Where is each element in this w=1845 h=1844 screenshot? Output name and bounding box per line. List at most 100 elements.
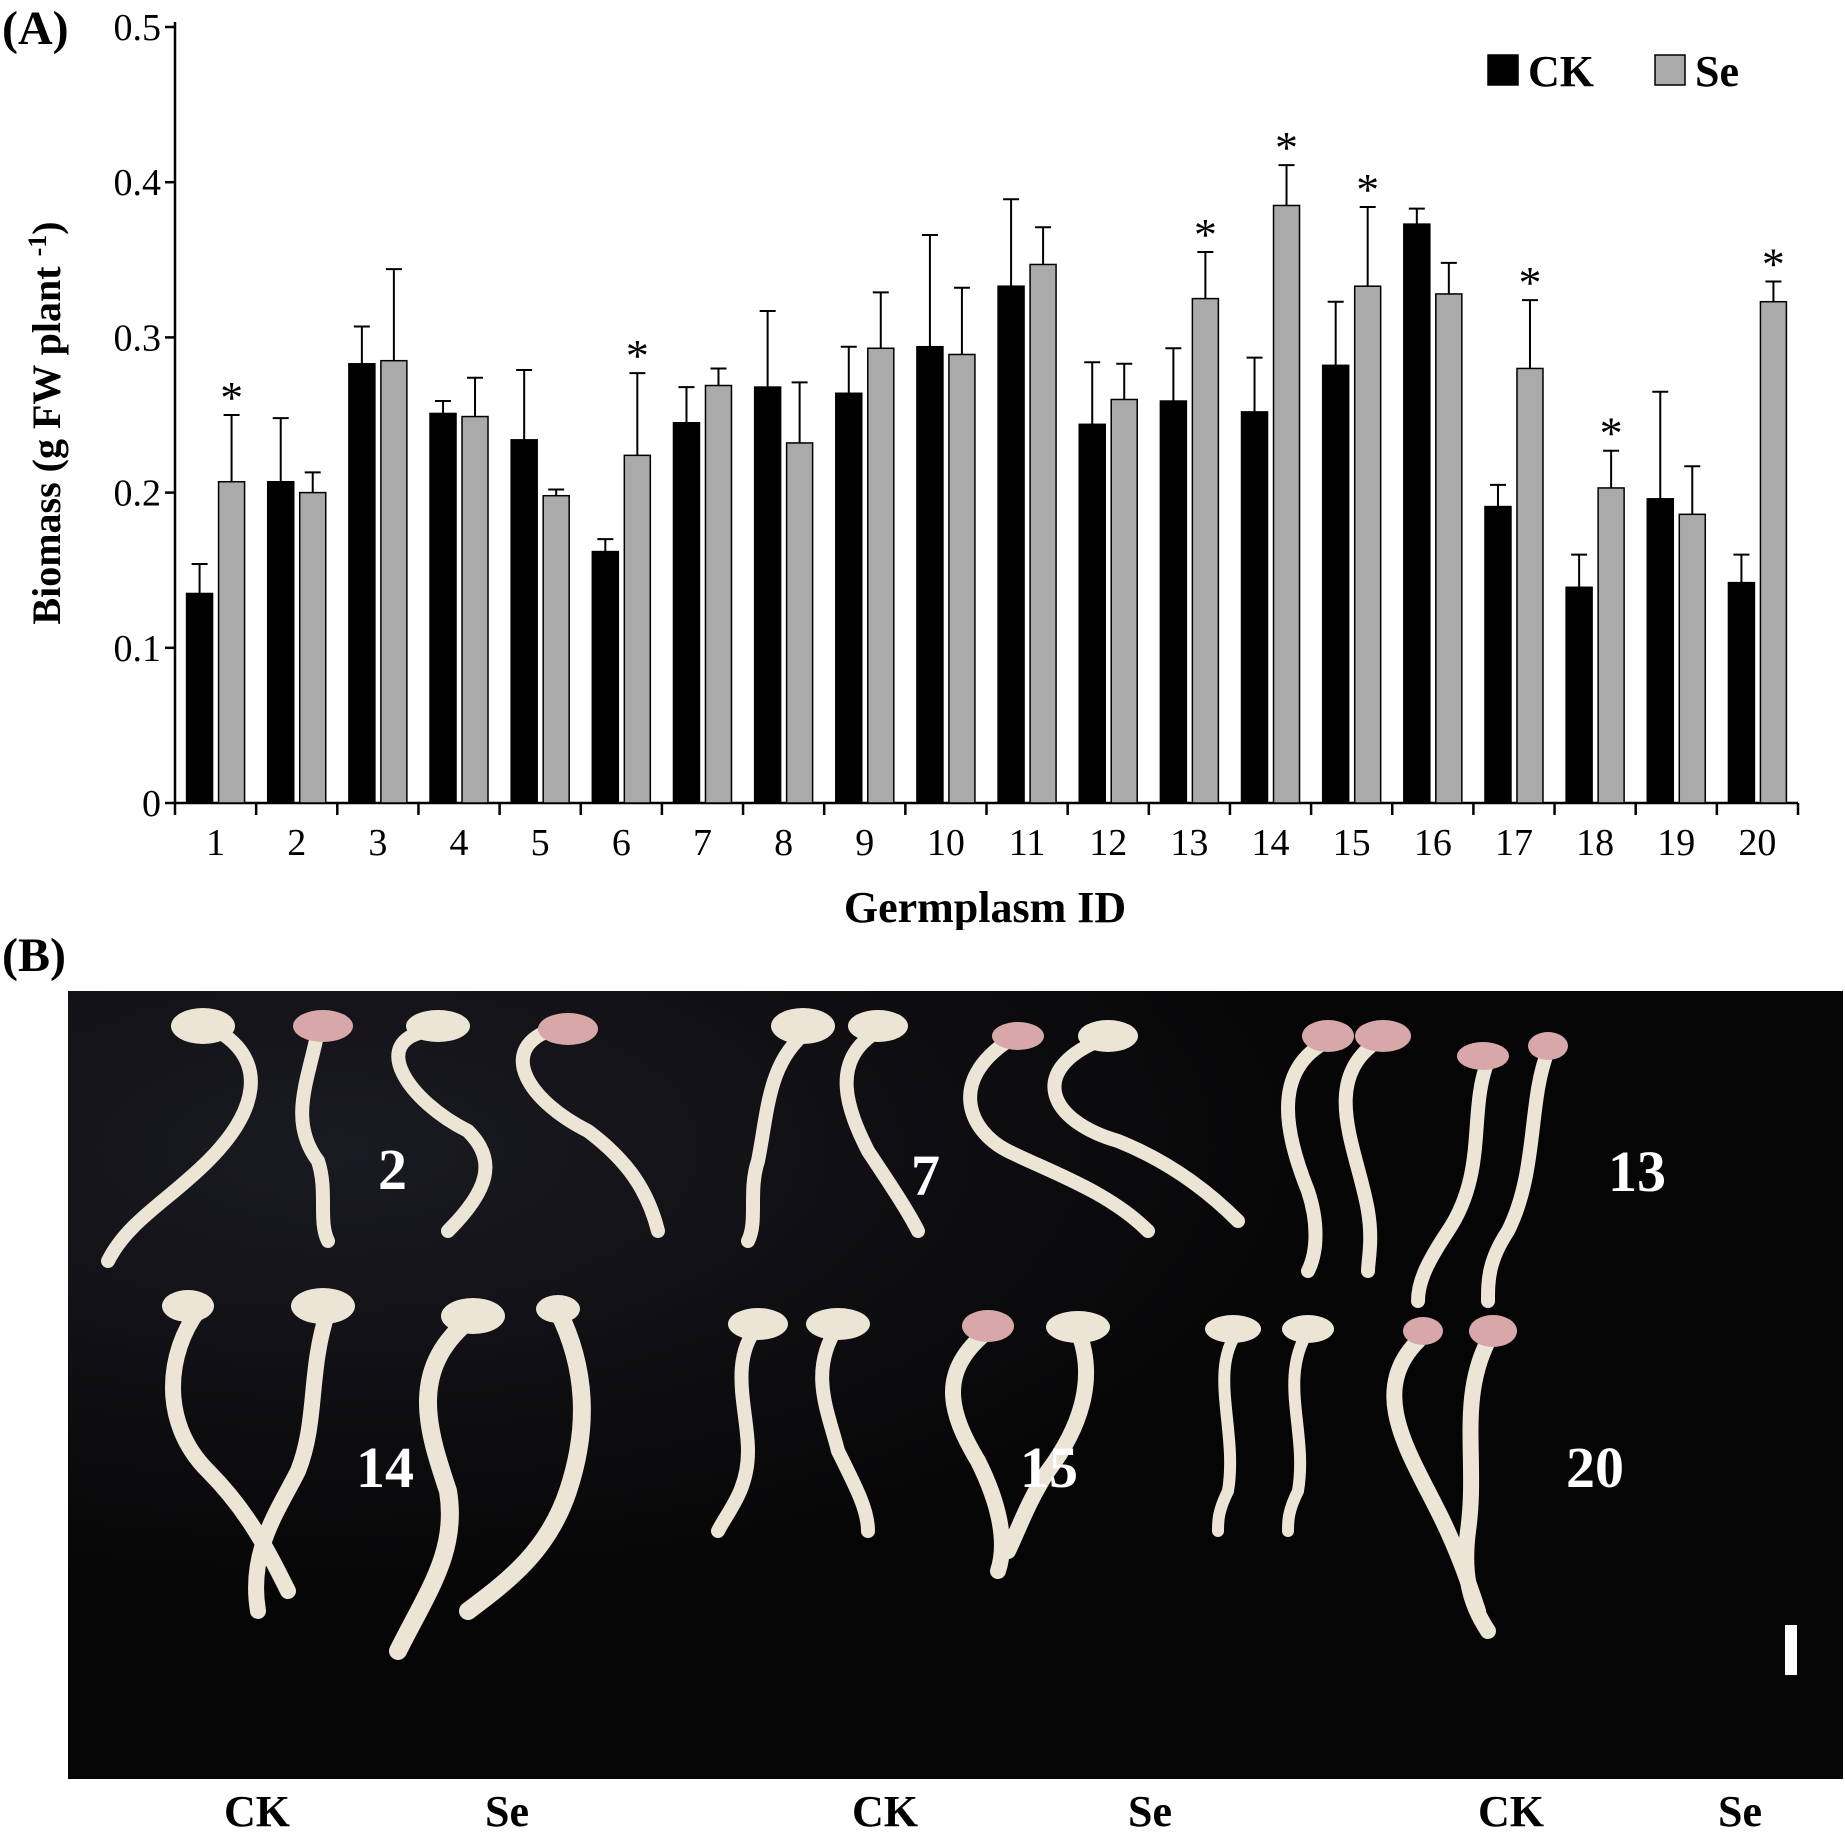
seedling-cotyledon [1302,1020,1354,1052]
error-bar-ck-18 [1571,553,1588,588]
error-bar-se-4 [467,376,484,417]
seedling-stem [389,1312,477,1660]
bar-se-7 [704,384,733,804]
error-bar-se-18 [1603,449,1620,488]
x-tick-label-1: 1 [206,822,225,864]
seedling-stem [711,1319,765,1538]
seedling-cotyledon [1355,1020,1411,1052]
seedling-cotyledon [1282,1315,1334,1343]
chart-significance-markers: * * * * * * * * [220,122,1785,459]
y-tick-label-0.3: 0.3 [114,317,162,359]
x-tick-label-2: 2 [287,822,306,864]
seedling-cotyledon [806,1308,870,1340]
seedling-cotyledon [771,1008,835,1044]
seedling-stem [945,1323,1010,1579]
error-bar-ck-2 [272,417,289,482]
seedling-stem [1338,1034,1385,1278]
error-bar-ck-8 [759,310,776,388]
seedling-cotyledon [441,1298,505,1334]
bar-se-1 [217,480,246,804]
bar-ck-7 [672,422,701,804]
error-bar-se-3 [385,268,402,361]
bar-se-19 [1678,513,1707,804]
seedling-stem [815,1319,875,1538]
legend-swatch-ck [1487,54,1519,86]
bar-ck-15 [1321,364,1350,804]
bar-ck-13 [1159,400,1188,804]
error-bar-ck-4 [435,400,452,414]
seedling-stem [1481,1044,1555,1308]
bar-ck-12 [1078,423,1106,804]
error-bar-se-2 [304,471,321,493]
seedling-stem [1282,1325,1314,1537]
bar-se-8 [785,442,814,804]
bar-se-2 [298,491,327,804]
bar-ck-8 [753,386,782,804]
seedling-stem [741,1024,815,1248]
seedling-stem [248,1303,336,1619]
error-bar-ck-16 [1408,207,1425,225]
bar-ck-11 [997,285,1025,804]
y-axis-label: Biomass (g FW plant -1) [23,221,70,624]
seedling-stem [839,1024,925,1238]
error-bar-ck-1 [191,562,208,594]
seedling-stem [1281,1034,1335,1278]
bar-se-11 [1029,263,1057,804]
bar-se-9 [867,347,895,804]
chart-error-bars [191,164,1782,594]
bar-ck-5 [510,439,538,804]
seedling-cotyledon [1046,1311,1110,1343]
x-tick-label-20: 20 [1738,822,1776,864]
seedling-photo: 2 7 13 14 15 20 [68,991,1843,1779]
x-tick-label-13: 13 [1170,822,1208,864]
seedlings-drawing [68,991,1843,1779]
error-bar-ck-20 [1733,553,1750,583]
error-bar-se-8 [791,381,808,443]
x-tick-label-18: 18 [1576,822,1614,864]
error-bar-se-13 [1197,251,1214,299]
bar-se-4 [461,415,489,804]
scale-bar [1785,1625,1797,1675]
seedling-stem [1458,1333,1496,1639]
seedling-cotyledon [992,1022,1044,1050]
error-bar-se-6 [629,372,646,456]
seedling-cotyledon [536,1295,580,1323]
condition-label-ck-2: CK [852,1787,918,1836]
error-bar-se-11 [1035,226,1052,265]
bar-se-17 [1516,367,1544,804]
seedling-cotyledon [728,1308,788,1340]
error-bar-se-17 [1521,299,1538,369]
group-label-20: 20 [1566,1435,1624,1500]
x-tick-label-16: 16 [1414,822,1452,864]
bar-ck-14 [1240,411,1269,804]
y-tick-label-0.1: 0.1 [114,628,162,670]
significance-marker-17: * [1518,257,1541,308]
seedling-stem [1212,1325,1244,1537]
x-tick-label-4: 4 [450,822,469,864]
seedling-cotyledon [538,1013,598,1045]
error-bar-ck-10 [921,233,938,347]
bar-chart: 00.10.20.30.40.51 2 3 4 5 6 7 8 9 10 11 12 13 14 15 16 1… [23,7,1800,930]
error-bar-se-5 [548,488,565,496]
significance-marker-1: * [220,372,243,423]
chart-axes: 00.10.20.30.40.51 2 3 4 5 6 7 8 9 10 11 12 13 14 15 16 1… [114,7,1800,864]
bar-se-16 [1435,293,1463,804]
condition-label-se-1: Se [485,1787,529,1836]
error-bar-ck-5 [516,368,533,440]
seedling-cotyledon [1457,1042,1509,1070]
bar-ck-20 [1727,581,1756,804]
seedlings [101,1008,1568,1660]
bar-se-20 [1759,300,1788,804]
seedling-stem [391,1024,493,1238]
group-label-2: 2 [378,1137,407,1202]
error-bar-se-1 [223,414,240,482]
seedling-stem [459,1302,591,1620]
significance-marker-14: * [1275,122,1298,173]
bar-ck-17 [1484,505,1512,804]
seedling-stem [1411,1054,1495,1308]
error-bar-ck-13 [1165,347,1182,402]
error-bar-ck-14 [1246,356,1263,412]
bar-se-5 [542,494,570,804]
error-bar-se-14 [1278,164,1295,206]
significance-marker-15: * [1356,164,1379,215]
